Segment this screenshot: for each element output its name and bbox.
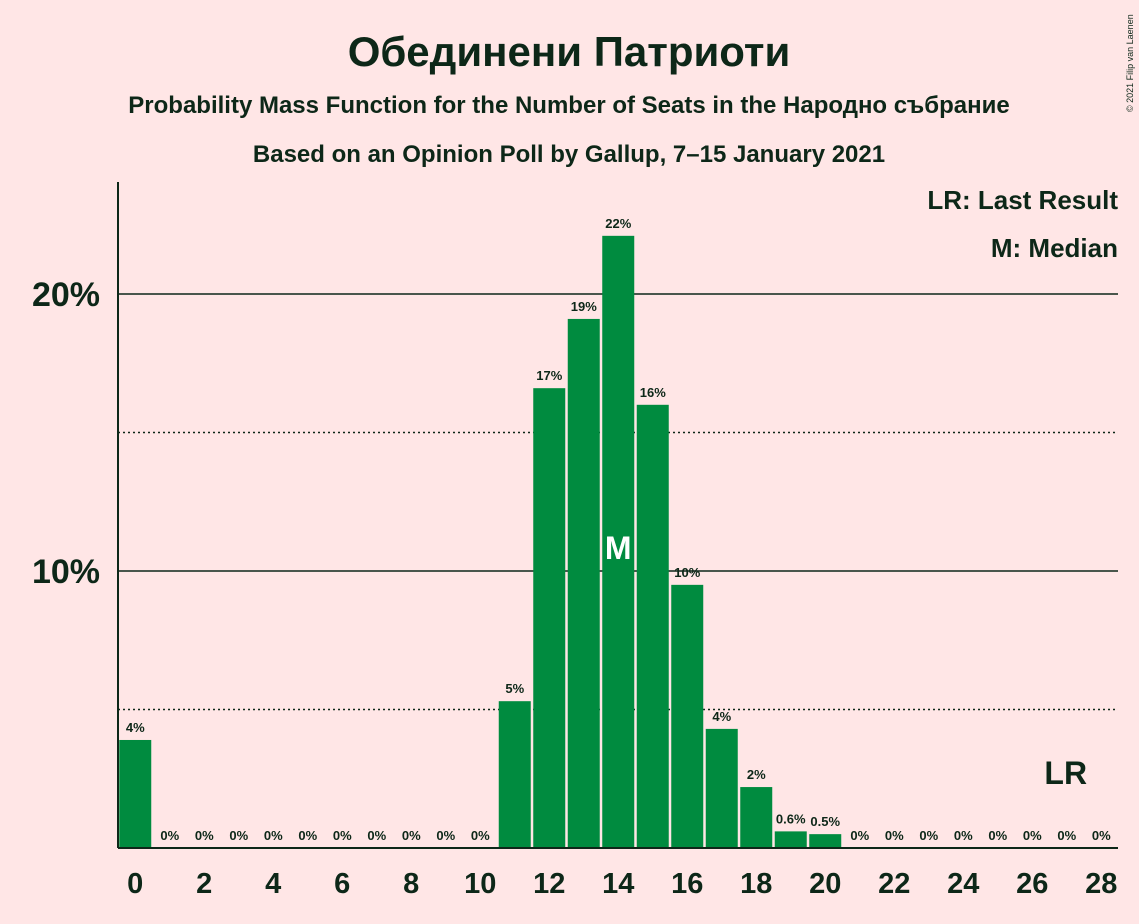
x-tick-label: 4 [265,868,281,900]
value-label-seat-19: 0.6% [776,811,806,826]
axes [117,182,1118,849]
x-tick-label: 12 [533,868,565,900]
y-tick-labels: 10% 20% [32,276,100,591]
x-tick-label: 28 [1085,868,1117,900]
legend-median: M: Median [991,233,1118,263]
value-label-seat-7: 0% [367,828,386,843]
value-label-seat-8: 0% [402,828,421,843]
value-label-seat-28: 0% [1092,828,1111,843]
x-tick-label: 8 [403,868,419,900]
y-tick-label: 10% [32,553,100,591]
value-label-seat-9: 0% [436,828,455,843]
bar-seat-12 [533,388,566,848]
bar-seat-13 [567,318,600,848]
value-label-seat-25: 0% [988,828,1007,843]
x-tick-label: 0 [127,868,143,900]
bar-seat-20 [809,834,842,848]
x-tick-label: 22 [878,868,910,900]
value-label-seat-21: 0% [850,828,869,843]
value-label-seat-14: 22% [605,216,631,231]
last-result-marker: LR [1044,755,1087,791]
copyright-note: © 2021 Filip van Laenen [1125,14,1135,112]
x-tick-label: 20 [809,868,841,900]
value-label-seat-24: 0% [954,828,973,843]
value-label-seat-5: 0% [298,828,317,843]
value-label-seat-16: 10% [674,565,700,580]
value-label-seat-26: 0% [1023,828,1042,843]
value-label-seat-11: 5% [505,681,524,696]
chart-subtitle: Probability Mass Function for the Number… [128,92,1009,119]
value-label-seat-0: 4% [126,720,145,735]
legend-last-result: LR: Last Result [927,185,1118,215]
bar-seat-15 [636,404,669,848]
value-label-seat-22: 0% [885,828,904,843]
bar-seat-14 [602,235,635,848]
value-label-seat-15: 16% [640,385,666,400]
bar-seat-19 [774,831,807,848]
bar-seat-18 [740,787,773,848]
value-label-seat-23: 0% [919,828,938,843]
value-label-seat-27: 0% [1057,828,1076,843]
value-label-seat-3: 0% [229,828,248,843]
value-label-seat-1: 0% [160,828,179,843]
chart-title: Обединени Патриоти [348,28,791,75]
value-label-seat-20: 0.5% [810,814,840,829]
value-label-seat-10: 0% [471,828,490,843]
x-tick-label: 18 [740,868,772,900]
value-label-seat-12: 17% [536,368,562,383]
x-tick-label: 26 [1016,868,1048,900]
x-tick-label: 24 [947,868,979,900]
value-label-seat-17: 4% [712,709,731,724]
value-label-seat-13: 19% [571,299,597,314]
value-label-seat-2: 0% [195,828,214,843]
value-label-seat-18: 2% [747,767,766,782]
x-tick-label: 2 [196,868,212,900]
bar-seat-0 [119,739,152,848]
x-tick-label: 6 [334,868,350,900]
x-tick-label: 14 [602,868,634,900]
bars [119,235,842,848]
value-label-seat-4: 0% [264,828,283,843]
value-labels: 4% 0% 0% 0% 0% 0% 0% 0% 0% 0% 0% 5% 17% 19% 22% 16% 10% 4… [126,216,1111,843]
value-label-seat-6: 0% [333,828,352,843]
bar-seat-17 [705,728,738,848]
y-tick-label: 20% [32,276,100,314]
x-tick-labels: 0 2 4 6 8 10 12 14 16 18 20 22 24 26 28 [127,868,1117,900]
x-tick-label: 10 [464,868,496,900]
bar-seat-16 [671,584,704,848]
poll-source-line: Based on an Opinion Poll by Gallup, 7–15… [253,141,885,168]
bar-seat-11 [498,701,531,848]
x-tick-label: 16 [671,868,703,900]
median-marker: M [605,530,632,566]
